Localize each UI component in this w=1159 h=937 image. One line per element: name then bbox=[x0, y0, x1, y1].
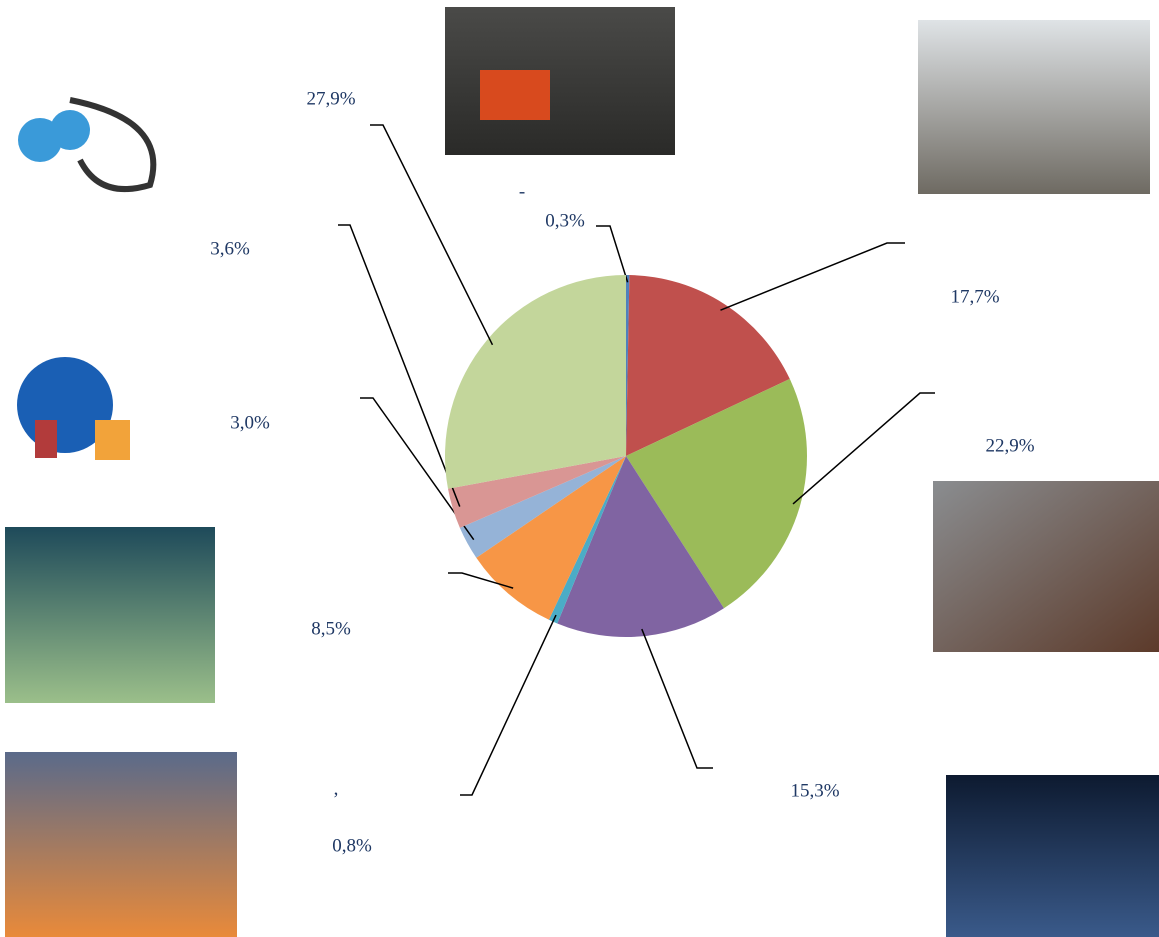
leader-line bbox=[460, 614, 557, 796]
data-label: 17,7% bbox=[950, 286, 999, 307]
data-label: 27,9% bbox=[306, 88, 355, 109]
data-label: 22,9% bbox=[985, 435, 1034, 456]
leader-line bbox=[720, 242, 905, 311]
leader-line bbox=[448, 572, 514, 589]
data-label: 15,3% bbox=[790, 780, 839, 801]
data-label: 3,6% bbox=[210, 238, 250, 259]
leader-line bbox=[641, 628, 713, 769]
leader-line bbox=[596, 225, 629, 283]
data-label: 0,3% bbox=[545, 210, 585, 231]
photos bbox=[5, 7, 1159, 937]
excavator bbox=[480, 70, 550, 120]
market-photo bbox=[5, 527, 215, 703]
factory-photo bbox=[933, 481, 1159, 652]
communication-icon bbox=[17, 357, 130, 460]
pie-slice bbox=[626, 378, 807, 609]
trucks-photo bbox=[946, 775, 1159, 937]
construction-photo bbox=[918, 20, 1150, 194]
pie-slice bbox=[626, 275, 790, 456]
pie-slice bbox=[548, 456, 626, 624]
leader-line bbox=[338, 224, 461, 507]
pie-slice bbox=[626, 275, 630, 456]
mining-photo bbox=[445, 7, 675, 155]
annotation: - bbox=[519, 181, 525, 202]
data-label: 0,8% bbox=[332, 835, 372, 856]
power-photo bbox=[5, 752, 237, 937]
leader-line bbox=[360, 397, 475, 541]
data-label: 3,0% bbox=[230, 412, 270, 433]
annotation: , bbox=[334, 778, 339, 799]
data-label: 8,5% bbox=[311, 618, 351, 639]
pie-slice bbox=[447, 456, 626, 528]
leader-line bbox=[370, 124, 494, 346]
pie-slice bbox=[557, 456, 724, 637]
leader-line bbox=[792, 392, 935, 505]
pie-slice bbox=[445, 275, 626, 489]
health-icon bbox=[18, 97, 157, 193]
pie-slice bbox=[476, 456, 626, 620]
pie-slice bbox=[459, 456, 626, 558]
